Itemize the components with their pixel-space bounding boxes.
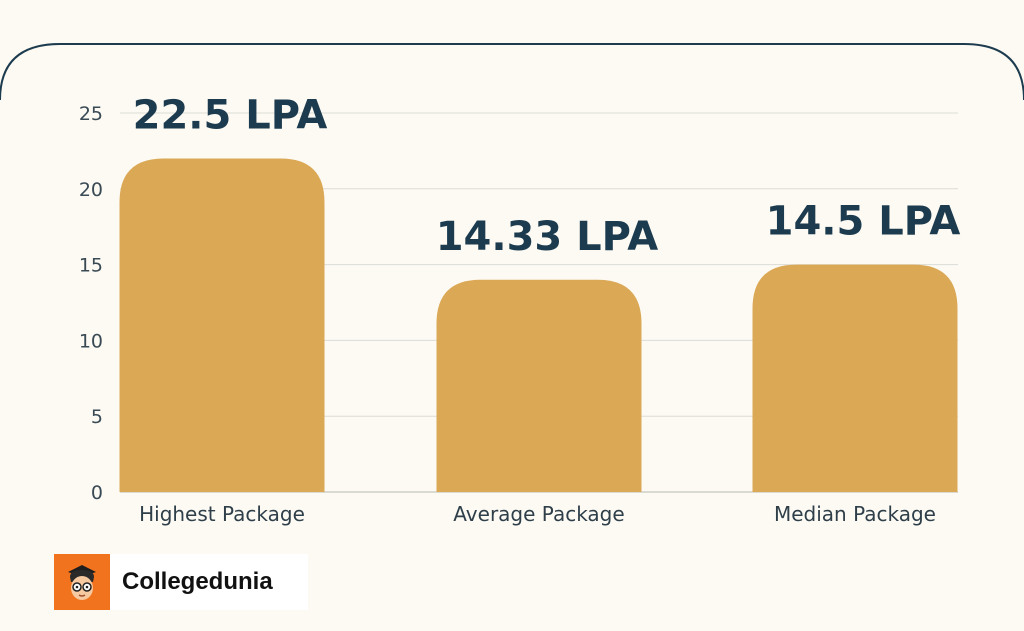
collegedunia-logo: Collegedunia xyxy=(54,554,308,610)
x-category-label: Highest Package xyxy=(139,502,305,526)
y-tick-label: 10 xyxy=(79,330,103,352)
y-tick-label: 20 xyxy=(79,179,103,201)
x-category-label: Median Package xyxy=(774,502,936,526)
x-category-label: Average Package xyxy=(453,502,624,526)
logo-mascot-icon xyxy=(54,554,110,610)
x-axis-labels: Highest Package Average Package Median Pac… xyxy=(139,502,936,526)
data-label: 14.5 LPA xyxy=(766,199,961,245)
data-label: 14.33 LPA xyxy=(436,214,659,260)
y-tick-label: 25 xyxy=(79,103,103,125)
bar-median-package xyxy=(752,264,958,492)
data-labels: 22.5 LPA 14.33 LPA 14.5 LPA xyxy=(133,92,961,259)
bars xyxy=(119,158,958,493)
y-axis-ticks: 0 5 10 15 20 25 xyxy=(79,103,103,504)
data-label: 22.5 LPA xyxy=(133,92,328,138)
y-tick-label: 0 xyxy=(91,482,103,504)
card-border xyxy=(0,43,1024,101)
y-tick-label: 15 xyxy=(79,255,103,277)
bar-highest-package xyxy=(119,158,325,493)
y-tick-label: 5 xyxy=(91,406,103,428)
bar-average-package xyxy=(436,279,642,492)
brand-name: Collegedunia xyxy=(122,568,273,595)
